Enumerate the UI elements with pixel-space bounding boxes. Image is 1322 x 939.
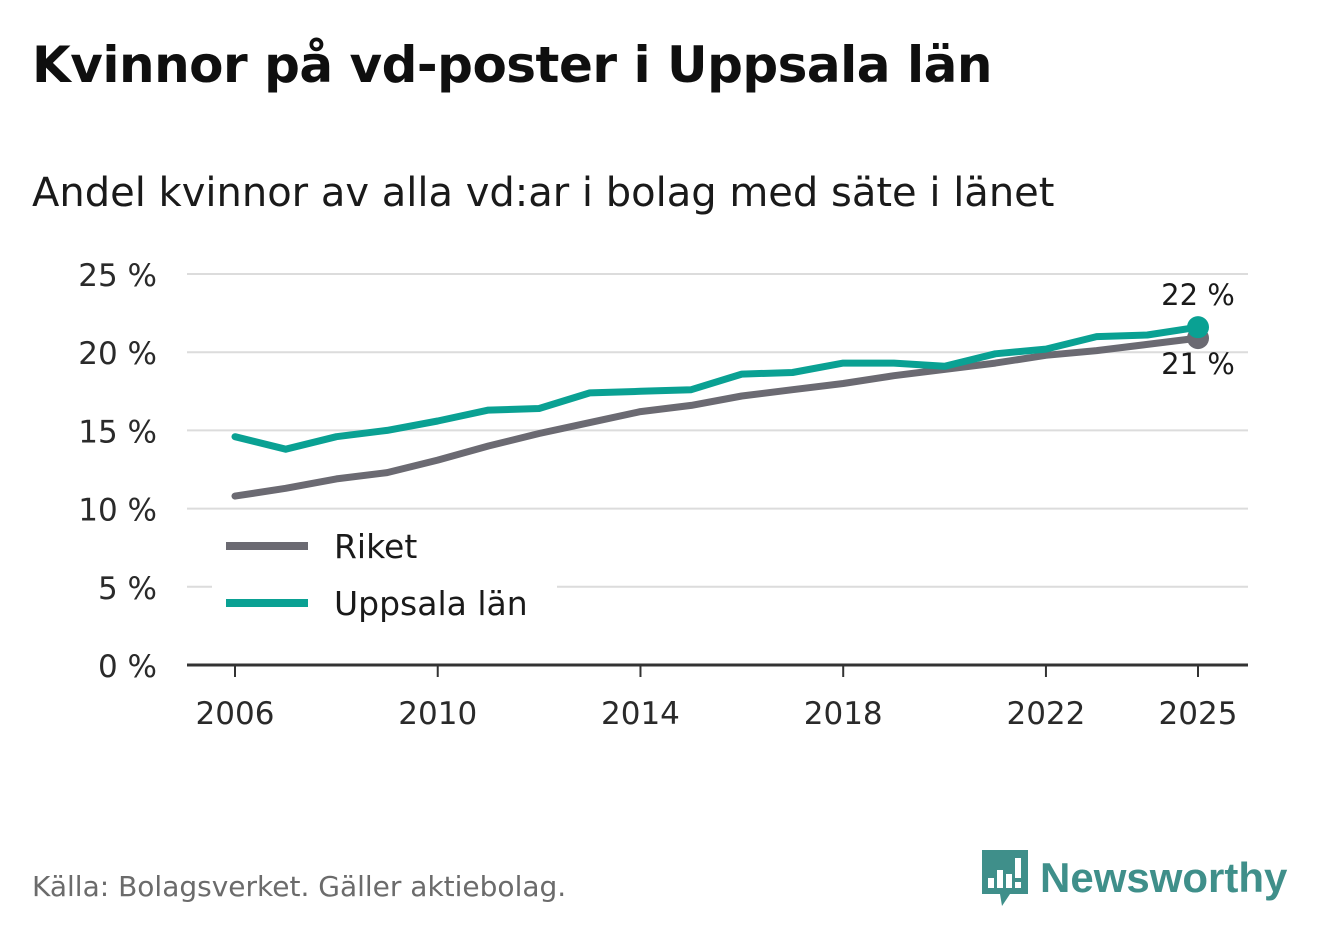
brand-name: Newsworthy [1040,854,1288,901]
series-lines [231,316,1209,500]
x-tick-label: 2010 [398,696,477,732]
legend-label: Riket [334,527,417,566]
source-note: Källa: Bolagsverket. Gäller aktiebolag. [32,870,567,903]
series-line-riket [231,334,1202,500]
chart-title: Kvinnor på vd-poster i Uppsala län [32,36,992,94]
end-label-uppsala: 22 % [1161,278,1235,312]
y-tick-label: 5 % [98,571,157,607]
end-marker [1187,316,1209,339]
y-tick-label: 0 % [98,649,157,685]
brand-logo: Newsworthy [980,848,1287,908]
y-tick-label: 15 % [78,414,157,450]
legend: Riket Uppsala län [212,518,557,630]
end-label-riket: 21 % [1161,347,1235,381]
x-tick-label: 2014 [601,696,680,732]
series-line-uppsala-län [231,323,1202,453]
y-axis: 0 % 5 % 10 % 15 % 20 % 25 % [78,258,157,685]
y-tick-label: 10 % [78,493,157,529]
x-tick-label: 2006 [196,696,275,732]
x-tick-label: 2022 [1006,696,1085,732]
legend-label: Uppsala län [334,584,528,623]
y-tick-label: 20 % [78,336,157,372]
end-labels: 22 % 21 % [1161,278,1235,381]
y-tick-label: 25 % [78,258,157,294]
newsworthy-logo-icon [982,850,1028,906]
legend-box [212,518,557,630]
x-tick-label: 2025 [1159,696,1238,732]
x-tick-label: 2018 [804,696,883,732]
x-axis: 2006 2010 2014 2018 2022 2025 [187,663,1248,732]
chart-subtitle: Andel kvinnor av alla vd:ar i bolag med … [32,170,1055,216]
